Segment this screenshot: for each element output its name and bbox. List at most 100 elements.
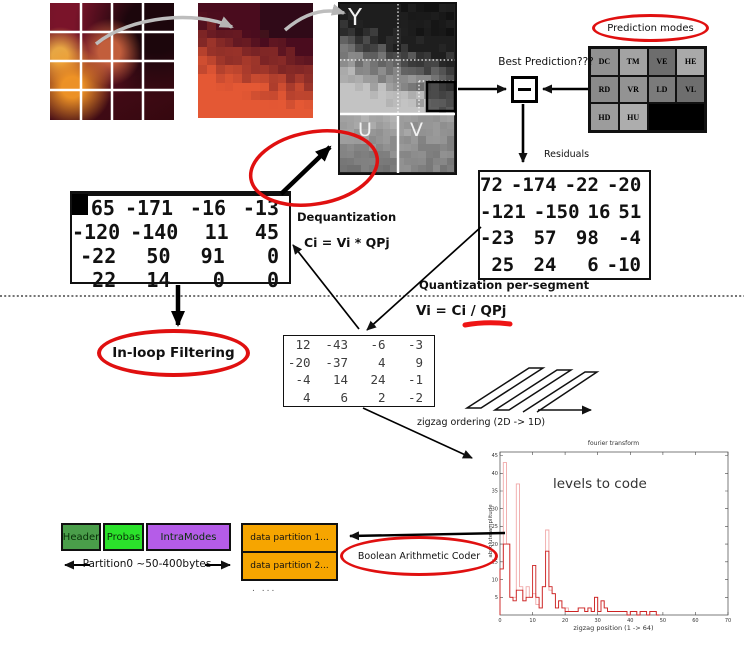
pixel <box>304 109 313 118</box>
pixel <box>242 109 252 118</box>
pixel <box>438 99 447 108</box>
pixel <box>198 11 207 21</box>
pixel <box>215 91 225 101</box>
pixel <box>446 122 454 130</box>
matrix-cell: 9 <box>415 354 423 370</box>
pixel <box>361 164 369 172</box>
pixel <box>438 27 447 36</box>
pixel <box>277 91 287 101</box>
pixel <box>268 82 278 92</box>
pixel <box>340 99 348 108</box>
pixel <box>397 115 405 123</box>
pixel <box>431 83 439 92</box>
pixel <box>415 27 424 36</box>
pixel <box>362 19 371 28</box>
subtract-node <box>511 76 538 103</box>
pixel <box>295 91 305 101</box>
pixel <box>423 99 432 108</box>
pixel <box>411 150 419 158</box>
pixel <box>340 129 348 137</box>
pixel <box>347 91 356 100</box>
pixel <box>431 43 439 52</box>
pixel <box>382 164 390 172</box>
matrix-cell: 0 <box>212 268 225 292</box>
prediction-mode-vr: VR <box>618 75 648 104</box>
pixel <box>432 136 440 144</box>
pixel <box>304 64 313 74</box>
pixel <box>268 20 278 30</box>
dequantized-coefficients-matrix: 65 -171 -16 -13 -120 -140 11 45 -22 50 91 0 22 14 0 0 <box>70 191 291 292</box>
x-tick-label: 30 <box>595 618 601 624</box>
pixel <box>251 11 260 21</box>
prediction-mode-vl: VL <box>676 75 705 104</box>
yuv-planes-image: Y U V <box>338 2 457 175</box>
dequantization-formula: Ci = Vi * QPj <box>304 235 390 250</box>
matrix-cell: 16 <box>587 200 611 223</box>
prediction-modes-unused-cell <box>647 103 705 131</box>
pixel <box>423 83 432 92</box>
pixel <box>233 29 243 39</box>
matrix-row: -121 -150 16 51 <box>480 201 649 223</box>
pixel <box>415 99 424 108</box>
pixel <box>415 75 424 84</box>
pixel <box>408 91 416 100</box>
matrix-cell: 6 <box>340 389 348 405</box>
matrix-row: -22 50 91 0 <box>72 244 289 268</box>
pixel <box>377 67 386 76</box>
pixel <box>340 4 348 12</box>
pixel <box>431 59 439 68</box>
pixel <box>393 19 401 28</box>
pixel <box>397 136 405 144</box>
u-plane-label: U <box>358 119 372 141</box>
pixel <box>295 38 305 48</box>
pixel <box>224 64 234 74</box>
pixel <box>431 4 439 12</box>
pixel <box>198 73 207 83</box>
pixel <box>362 11 371 20</box>
pixel <box>389 129 397 137</box>
pixel <box>377 59 386 68</box>
x-tick-label: 40 <box>627 618 633 624</box>
pixel <box>389 157 397 165</box>
pixel <box>340 59 348 68</box>
pixel <box>259 29 269 39</box>
pixel <box>295 73 305 83</box>
pixel <box>355 59 363 68</box>
pixel <box>446 99 454 108</box>
pixel <box>198 109 207 118</box>
pixel <box>418 150 426 158</box>
pixel <box>347 129 355 137</box>
matrix-cell: 6 <box>587 253 599 276</box>
pixel <box>206 100 216 110</box>
pixel <box>362 83 371 92</box>
pixel <box>224 3 234 12</box>
pixel <box>198 20 207 30</box>
pixel <box>362 99 371 108</box>
pixel <box>259 11 269 21</box>
pixel <box>393 83 401 92</box>
pixel <box>408 59 416 68</box>
pixel <box>340 19 348 28</box>
pixel <box>370 75 378 84</box>
pixel <box>385 11 394 20</box>
pixel <box>408 11 416 20</box>
pixel <box>446 143 454 151</box>
matrix-cell: -174 <box>510 174 557 197</box>
pixel <box>198 38 207 48</box>
pixel <box>242 3 252 12</box>
pixel <box>385 75 394 84</box>
matrix-cell: 57 <box>533 227 557 250</box>
matrix-row: 22 14 0 0 <box>72 268 289 292</box>
pixel <box>259 100 269 110</box>
pixel <box>277 38 287 48</box>
pixel <box>268 47 278 57</box>
pixel <box>423 51 432 60</box>
pixel <box>393 99 401 108</box>
pixel <box>425 157 433 165</box>
pixel <box>355 51 363 60</box>
matrix-cell: -20 <box>606 174 642 197</box>
pixel <box>377 75 386 84</box>
matrix-cell: 0 <box>266 244 279 268</box>
pixel <box>233 64 243 74</box>
pixel <box>400 91 409 100</box>
